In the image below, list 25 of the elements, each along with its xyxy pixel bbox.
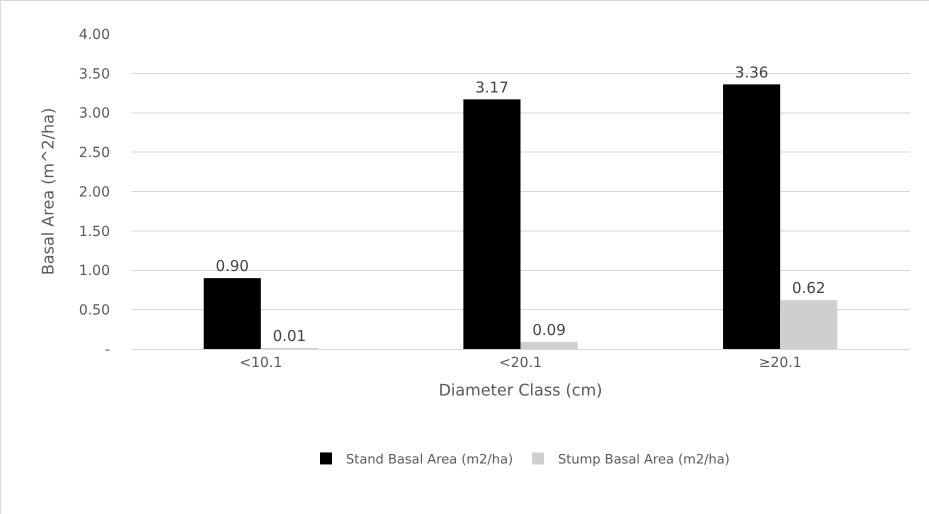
bar <box>463 99 520 349</box>
bar <box>723 84 780 349</box>
data-label: 0.01 <box>272 327 306 345</box>
y-tick-label: 2.00 <box>78 184 110 200</box>
y-tick-label: 4.00 <box>78 26 110 43</box>
x-axis-title: Diameter Class (cm) <box>438 380 602 400</box>
y-tick-label: - <box>104 342 110 358</box>
y-tick-label: 1.50 <box>78 224 110 240</box>
x-tick-label: ≥20.1 <box>758 354 802 371</box>
x-tick-label: <20.1 <box>499 354 542 371</box>
data-label: 0.62 <box>792 279 826 298</box>
bar <box>204 278 261 349</box>
data-label: 3.36 <box>734 63 768 82</box>
legend-label: Stand Basal Area (m2/ha) <box>346 452 514 468</box>
y-tick-label: 3.50 <box>78 66 110 82</box>
y-tick-label: 2.50 <box>78 145 110 162</box>
legend-label: Stump Basal Area (m2/ha) <box>558 452 730 468</box>
x-tick-label: <10.1 <box>239 354 282 371</box>
y-axis-title: Basal Area (m^2/ha) <box>38 108 58 276</box>
data-label: 0.90 <box>216 257 249 276</box>
y-tick-label: 0.50 <box>78 302 110 319</box>
y-tick-label: 3.00 <box>78 106 110 122</box>
data-label: 3.17 <box>475 78 509 96</box>
y-tick-label: 1.00 <box>78 263 110 280</box>
data-label: 0.09 <box>532 320 566 339</box>
